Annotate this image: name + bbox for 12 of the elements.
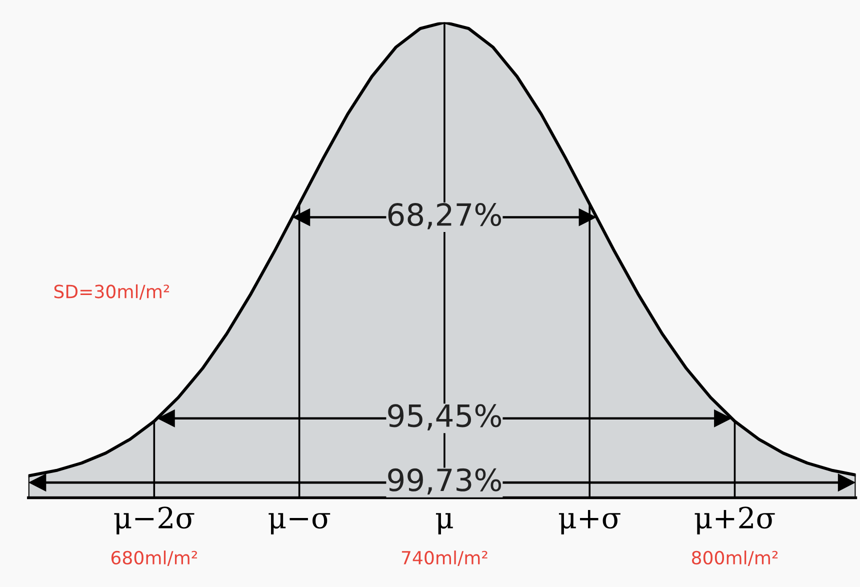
annotation: 68,27% (388, 203, 502, 230)
x-tick-label: 680ml/m² (111, 550, 198, 566)
annotation: SD=30ml/m² (54, 284, 170, 300)
annotation: μ+2σ (694, 506, 775, 534)
x-tick-label: 740ml/m² (402, 550, 488, 566)
annotation: μ+σ (558, 510, 620, 534)
annotation: μ−2σ (114, 506, 194, 534)
annotation: μ (436, 513, 453, 534)
annotation: μ−σ (268, 513, 330, 534)
annotation: 95,45% (388, 404, 502, 430)
annotation: 99,73% (388, 468, 502, 495)
x-tick-label: 800ml/m² (692, 550, 778, 566)
